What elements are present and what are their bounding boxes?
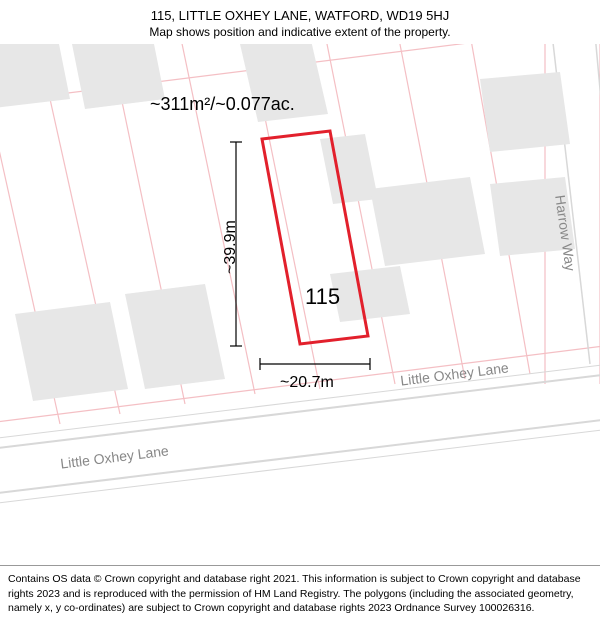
map-svg (0, 44, 600, 544)
house-number: 115 (305, 284, 340, 310)
header: 115, LITTLE OXHEY LANE, WATFORD, WD19 5H… (0, 0, 600, 44)
height-dimension: ~39.9m (222, 221, 240, 275)
map-area: ~311m²/~0.077ac. 115 ~39.9m ~20.7m Littl… (0, 44, 600, 544)
copyright-footer: Contains OS data © Crown copyright and d… (0, 565, 600, 625)
map-subtitle: Map shows position and indicative extent… (10, 25, 590, 41)
width-dimension: ~20.7m (280, 374, 334, 392)
address-title: 115, LITTLE OXHEY LANE, WATFORD, WD19 5H… (10, 8, 590, 25)
area-label: ~311m²/~0.077ac. (150, 94, 295, 115)
